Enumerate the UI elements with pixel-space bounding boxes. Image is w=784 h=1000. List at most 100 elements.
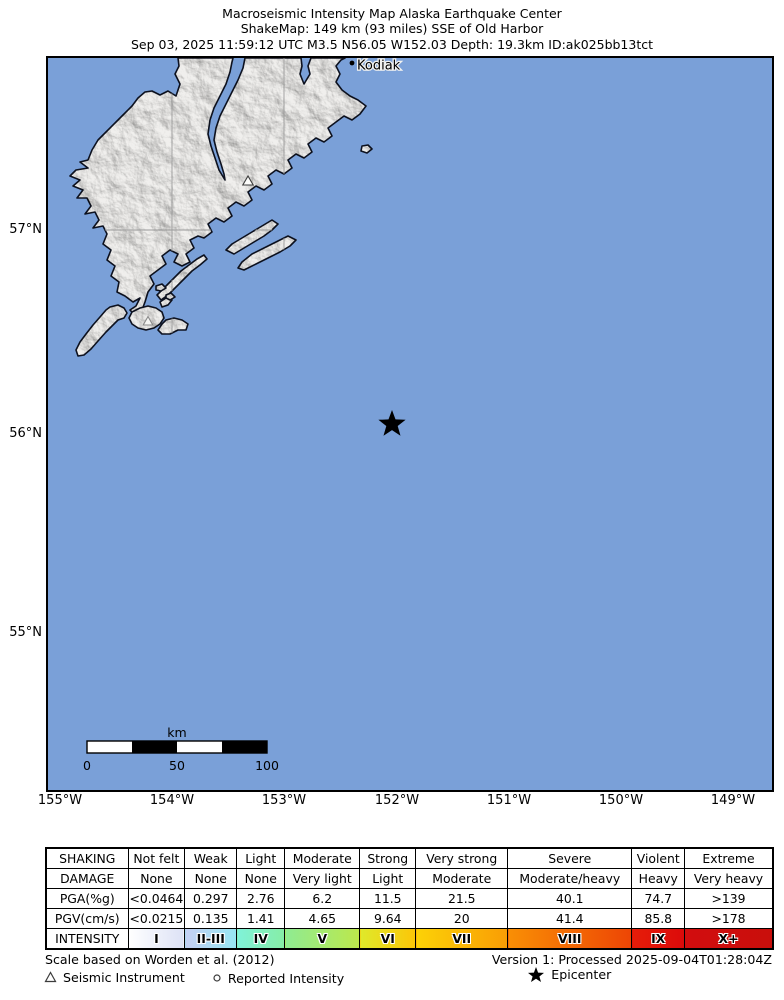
scalebar-tick-100: 100 (255, 758, 279, 773)
row-header: DAMAGE (45, 868, 129, 889)
table-cell: Weak (184, 847, 238, 869)
lon-label-149w: 149°W (710, 793, 756, 808)
row-header: PGA(%g) (45, 888, 129, 909)
table-cell: 0.135 (184, 908, 238, 929)
table-cell: Moderate (284, 847, 361, 869)
land-island-southeast-2 (237, 235, 297, 271)
row-header: INTENSITY (45, 928, 129, 950)
version-note: Version 1: Processed 2025-09-04T01:28:04… (491, 952, 772, 967)
table-cell: <0.0215 (127, 908, 186, 929)
land-group (69, 58, 373, 357)
triangle-outline-icon (44, 971, 57, 983)
table-cell: Extreme (684, 847, 774, 869)
table-cell: 85.8 (631, 908, 686, 929)
table-cell: None (127, 868, 186, 889)
city-dot (349, 60, 355, 66)
table-cell: 41.4 (507, 908, 633, 929)
intensity-cell-vi: VI (359, 928, 417, 950)
table-cell: >178 (684, 908, 774, 929)
table-cell: Moderate (415, 868, 509, 889)
lon-label-151w: 151°W (486, 793, 532, 808)
land-sitkinak-island (128, 305, 165, 331)
table-row-shaking: SHAKING Not felt Weak Light Moderate Str… (45, 847, 774, 869)
legend-label: Seismic Instrument (63, 969, 185, 985)
legend-label: Epicenter (551, 967, 612, 982)
map-title-block: Macroseismic Intensity Map Alaska Earthq… (30, 6, 754, 52)
table-cell: Moderate/heavy (507, 868, 633, 889)
land-island-southeast-1 (225, 219, 279, 255)
map-legend: Seismic Instrument Reported Intensity Ep… (44, 966, 744, 987)
table-cell: Light (359, 868, 417, 889)
scalebar-seg (87, 741, 132, 753)
star-filled-icon (528, 967, 545, 982)
map-canvas: Kodiak km 0 50 100 (46, 56, 774, 792)
title-line-1: Macroseismic Intensity Map Alaska Earthq… (222, 6, 562, 21)
land-kodiak-island (69, 58, 367, 315)
lon-label-153w: 153°W (261, 793, 307, 808)
scalebar-seg (222, 741, 267, 753)
scalebar-tick-0: 0 (83, 758, 91, 773)
table-cell: Very light (284, 868, 361, 889)
table-row-damage: DAMAGE None None None Very light Light M… (45, 868, 774, 889)
table-cell: Very strong (415, 847, 509, 869)
table-cell: Strong (359, 847, 417, 869)
intensity-cell-i: I (127, 928, 186, 950)
row-header: PGV(cm/s) (45, 908, 129, 929)
table-cell: Not felt (127, 847, 186, 869)
table-cell: Very heavy (684, 868, 774, 889)
legend-reported-intensity: Reported Intensity (212, 971, 344, 986)
table-cell: 11.5 (359, 888, 417, 909)
scalebar: km 0 50 100 (83, 725, 279, 773)
lon-label-155w: 155°W (37, 793, 83, 808)
seismic-station-triangle (142, 315, 154, 326)
scale-attribution: Scale based on Worden et al. (2012) (45, 952, 275, 967)
land-islet-b (165, 292, 176, 301)
table-cell: Heavy (631, 868, 686, 889)
table-cell: 20 (415, 908, 509, 929)
land-islet-northeast (360, 144, 373, 154)
table-cell: 2.76 (236, 888, 286, 909)
table-cell: >139 (684, 888, 774, 909)
legend-epicenter: Epicenter (527, 966, 611, 983)
table-row-pga: PGA(%g) <0.0464 0.297 2.76 6.2 11.5 21.5… (45, 888, 774, 909)
table-cell: 74.7 (631, 888, 686, 909)
intensity-cell-x: X+ (684, 928, 774, 950)
city-label: Kodiak (357, 59, 401, 74)
lat-label-56n: 56°N (9, 426, 42, 441)
lat-label-57n: 57°N (9, 222, 42, 237)
table-cell: <0.0464 (127, 888, 186, 909)
land-tugidak-island (75, 304, 128, 357)
scalebar-tick-50: 50 (169, 758, 185, 773)
intensity-cell-iv: IV (236, 928, 286, 950)
land-islet-a (155, 283, 167, 292)
legend-label: Reported Intensity (227, 970, 345, 986)
scalebar-unit: km (167, 725, 186, 740)
shakemap-svg: Kodiak km 0 50 100 (48, 58, 772, 790)
scalebar-seg (177, 741, 222, 753)
lon-label-152w: 152°W (374, 793, 420, 808)
table-cell: 4.65 (284, 908, 361, 929)
intensity-cell-viii: VIII (507, 928, 633, 950)
lat-label-55n: 55°N (9, 625, 42, 640)
table-row-pgv: PGV(cm/s) <0.0215 0.135 1.41 4.65 9.64 2… (45, 908, 774, 929)
table-cell: Violent (631, 847, 686, 869)
table-cell: Severe (507, 847, 633, 869)
scalebar-outline (86, 740, 268, 754)
intensity-cell-v: V (284, 928, 361, 950)
intensity-cell-ii-iii: II-III (184, 928, 238, 950)
row-header: SHAKING (45, 847, 129, 869)
lon-label-154w: 154°W (149, 793, 195, 808)
epicenter-star (378, 410, 406, 436)
title-line-3: Sep 03, 2025 11:59:12 UTC M3.5 N56.05 W1… (130, 36, 654, 52)
table-row-intensity: INTENSITY I II-III IV V VI VII VIII IX X… (45, 928, 774, 950)
seismic-station-triangle (241, 174, 255, 186)
intensity-cell-ix: IX (631, 928, 686, 950)
table-cell: 40.1 (507, 888, 633, 909)
table-cell: 9.64 (359, 908, 417, 929)
lon-label-150w: 150°W (598, 793, 644, 808)
circle-outline-icon (213, 974, 221, 982)
table-cell: 21.5 (415, 888, 509, 909)
table-cell: 1.41 (236, 908, 286, 929)
table-cell: Light (236, 847, 286, 869)
legend-seismic-instrument: Seismic Instrument (44, 970, 185, 985)
